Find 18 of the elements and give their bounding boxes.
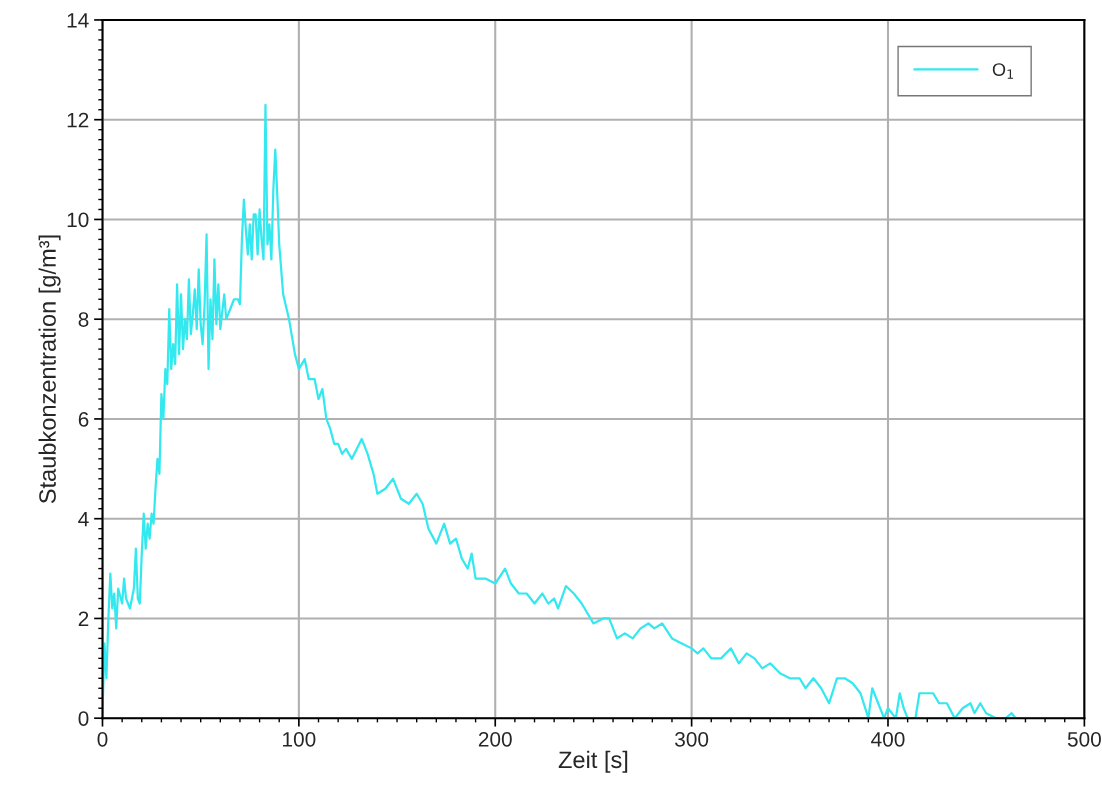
line-series: [102, 103, 1017, 719]
x-tick-label: 400: [871, 731, 905, 747]
y-tick-label: 4: [78, 511, 89, 527]
y-tick-label: 2: [78, 611, 89, 626]
y-tick-label: 6: [78, 411, 89, 427]
legend-label: O$_{1}$: [992, 63, 1014, 79]
y-tick-label: 8: [78, 312, 89, 327]
y-axis-title: Staubkonzentration [g/m³]: [38, 235, 61, 504]
x-tick-label: 100: [283, 731, 316, 747]
x-tick-label: 300: [675, 731, 709, 747]
y-tick-label: 0: [78, 711, 89, 726]
y-tick-label: 10: [67, 212, 89, 228]
x-axis-title: Zeit [s]: [558, 750, 628, 773]
y-tick-label: 14: [67, 13, 89, 28]
x-tick-label: 200: [478, 731, 512, 747]
y-tick-label: 12: [67, 112, 89, 128]
x-tick-label: 500: [1067, 731, 1101, 747]
x-tick-label: 0: [97, 731, 108, 747]
